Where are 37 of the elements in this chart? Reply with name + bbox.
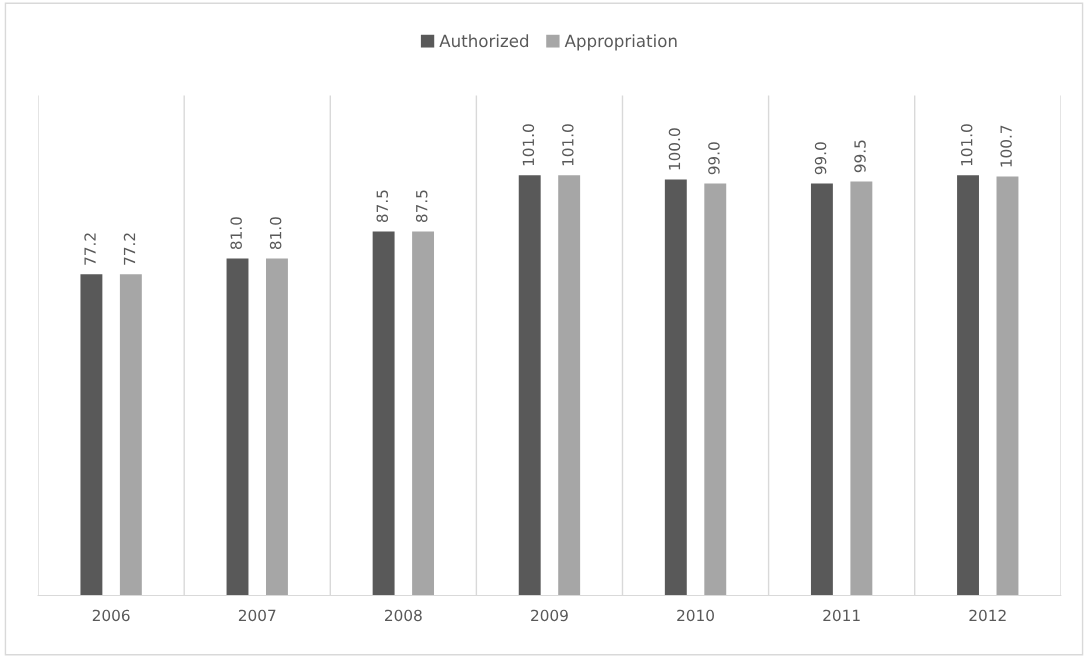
data-label: 87.5 — [376, 190, 389, 223]
data-label: 77.2 — [123, 233, 136, 265]
legend-label: Authorized — [439, 34, 529, 48]
bar — [664, 179, 687, 596]
data-label: 100.7 — [1000, 125, 1012, 167]
x-tick-label: 2006 — [92, 609, 130, 622]
bar — [558, 175, 581, 596]
data-label: 101.0 — [562, 124, 574, 166]
data-label: 99.0 — [814, 142, 827, 175]
bar — [810, 183, 833, 596]
data-label: 100.0 — [668, 128, 681, 170]
data-label: 99.5 — [854, 140, 866, 173]
bar — [119, 274, 142, 596]
bar — [850, 181, 873, 596]
bar — [957, 175, 979, 596]
legend-label: Appropriation — [564, 34, 677, 51]
x-tick-label: 2012 — [969, 609, 1006, 622]
x-tick-label: 2011 — [823, 609, 860, 622]
x-tick-label: 2009 — [531, 609, 568, 622]
bar — [518, 175, 541, 596]
data-label: 87.5 — [415, 190, 428, 223]
data-label: 101.0 — [522, 124, 535, 166]
x-tick-label: 2010 — [677, 609, 714, 622]
bar — [412, 231, 435, 596]
data-label: 81.0 — [269, 217, 282, 250]
data-label: 101.0 — [960, 124, 973, 166]
data-label: 81.0 — [230, 217, 242, 250]
bar — [80, 274, 103, 596]
bar — [226, 258, 249, 596]
data-label: 77.2 — [84, 233, 96, 265]
bar — [704, 183, 727, 596]
bar — [372, 231, 395, 596]
bar — [996, 176, 1019, 596]
data-label: 99.0 — [708, 142, 720, 175]
x-tick-label: 2007 — [238, 609, 276, 622]
x-tick-label: 2008 — [385, 609, 422, 622]
bar — [266, 258, 288, 596]
